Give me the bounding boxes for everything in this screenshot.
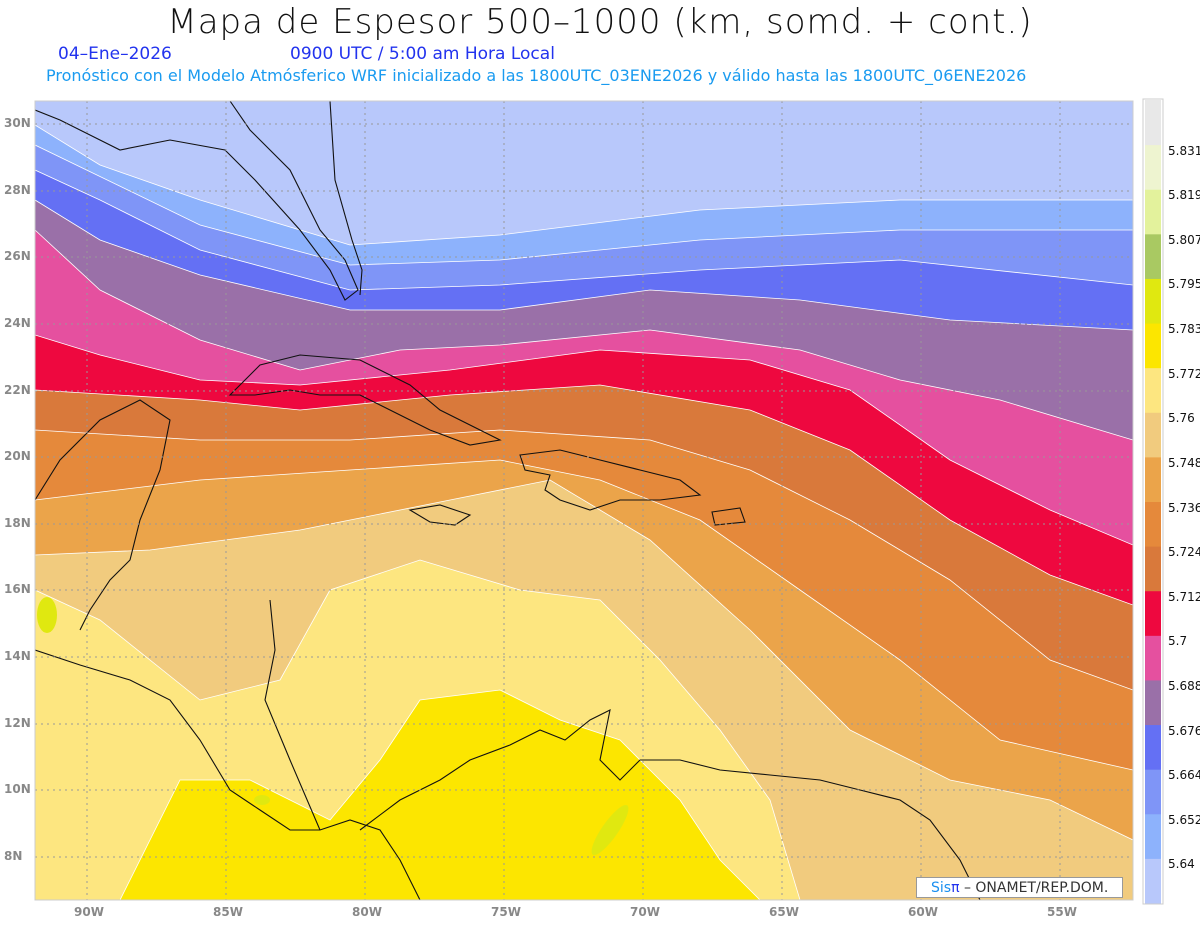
colorbar-swatch — [1145, 501, 1161, 547]
colorbar-swatch — [1145, 813, 1161, 859]
colorbar-swatch — [1145, 724, 1161, 770]
colorbar-swatch — [1145, 590, 1161, 636]
coastline — [408, 504, 472, 526]
colorbar-swatch — [1145, 323, 1161, 369]
band-patch — [37, 597, 57, 633]
colorbar-label: 5.652 — [1168, 812, 1200, 827]
colorbar-label: 5.64 — [1168, 857, 1195, 872]
map-frame — [34, 100, 1134, 901]
colorbar-label: 5.772 — [1168, 366, 1200, 381]
colorbar-label: 5.664 — [1168, 768, 1200, 783]
colorbar-swatch — [1145, 412, 1161, 458]
colorbar-label: 5.712 — [1168, 589, 1200, 604]
colorbar-swatch — [1145, 769, 1161, 815]
coastline — [35, 649, 421, 900]
colorbar-label: 5.7 — [1168, 634, 1188, 649]
colorbar-swatch — [1145, 456, 1161, 502]
colorbar-swatch — [1145, 144, 1161, 190]
lat-label: 10N — [4, 782, 31, 796]
coastline — [519, 449, 702, 511]
colorbar-swatch — [1145, 278, 1161, 324]
map-title: Mapa de Espesor 500–1000 (km, somd. + co… — [167, 2, 1033, 42]
logo-text: – ONAMET/REP.DOM. — [959, 880, 1109, 896]
colorbar-swatch — [1145, 367, 1161, 413]
band-12 — [35, 689, 1133, 900]
colorbar-label: 5.76 — [1168, 411, 1195, 426]
coastline — [329, 101, 363, 296]
colorbar-swatch — [1145, 100, 1161, 146]
colorbar-swatch — [1145, 546, 1161, 592]
coastline — [35, 101, 359, 301]
band-patch — [254, 795, 270, 805]
lon-label: 85W — [213, 905, 243, 919]
colorbar-swatch — [1145, 858, 1161, 904]
lon-label: 55W — [1047, 905, 1077, 919]
lon-label: 60W — [908, 905, 938, 919]
forecast-date: 04–Ene–2026 — [58, 44, 172, 64]
lat-label: 24N — [4, 316, 31, 330]
sispi-logo: Sisπ – ONAMET/REP.DOM. — [916, 877, 1123, 898]
coastline — [711, 507, 746, 526]
colorbar-label: 5.831 — [1168, 143, 1200, 158]
colorbar-label: 5.736 — [1168, 500, 1200, 515]
lon-label: 80W — [352, 905, 382, 919]
colorbar-label: 5.688 — [1168, 678, 1200, 693]
lon-label: 75W — [491, 905, 521, 919]
lon-label: 70W — [630, 905, 660, 919]
coastline — [228, 354, 502, 446]
colorbar — [1142, 98, 1164, 905]
coastline — [264, 599, 321, 831]
lon-label: 90W — [74, 905, 104, 919]
lat-label: 16N — [4, 582, 31, 596]
colorbar-label: 5.795 — [1168, 277, 1200, 292]
lat-label: 18N — [4, 516, 31, 530]
model-info: Pronóstico con el Modelo Atmósferico WRF… — [46, 66, 1027, 85]
colorbar-swatch — [1145, 635, 1161, 681]
colorbar-swatch — [1145, 189, 1161, 235]
colorbar-label: 5.724 — [1168, 545, 1200, 560]
lat-label: 22N — [4, 383, 31, 397]
lat-label: 8N — [4, 849, 23, 863]
forecast-time: 0900 UTC / 5:00 am Hora Local — [290, 44, 555, 64]
lat-label: 20N — [4, 449, 31, 463]
lon-label: 65W — [769, 905, 799, 919]
colorbar-swatch — [1145, 233, 1161, 279]
contour-bands — [35, 101, 1133, 900]
gridlines — [35, 101, 1133, 900]
band-patch — [591, 805, 629, 855]
coastline — [35, 399, 171, 631]
logo-pi: π — [951, 880, 960, 896]
colorbar-swatch — [1145, 679, 1161, 726]
lat-label: 12N — [4, 716, 31, 730]
coastline — [359, 709, 981, 900]
coastlines — [35, 101, 981, 900]
lat-label: 28N — [4, 183, 31, 197]
logo-sis: Sis — [931, 880, 952, 896]
colorbar-label: 5.748 — [1168, 455, 1200, 470]
colorbar-label: 5.783 — [1168, 322, 1200, 337]
lat-label: 14N — [4, 649, 31, 663]
colorbar-label: 5.807 — [1168, 232, 1200, 247]
colorbar-label: 5.819 — [1168, 188, 1200, 203]
colorbar-label: 5.676 — [1168, 723, 1200, 738]
lat-label: 26N — [4, 249, 31, 263]
lat-label: 30N — [4, 116, 31, 130]
